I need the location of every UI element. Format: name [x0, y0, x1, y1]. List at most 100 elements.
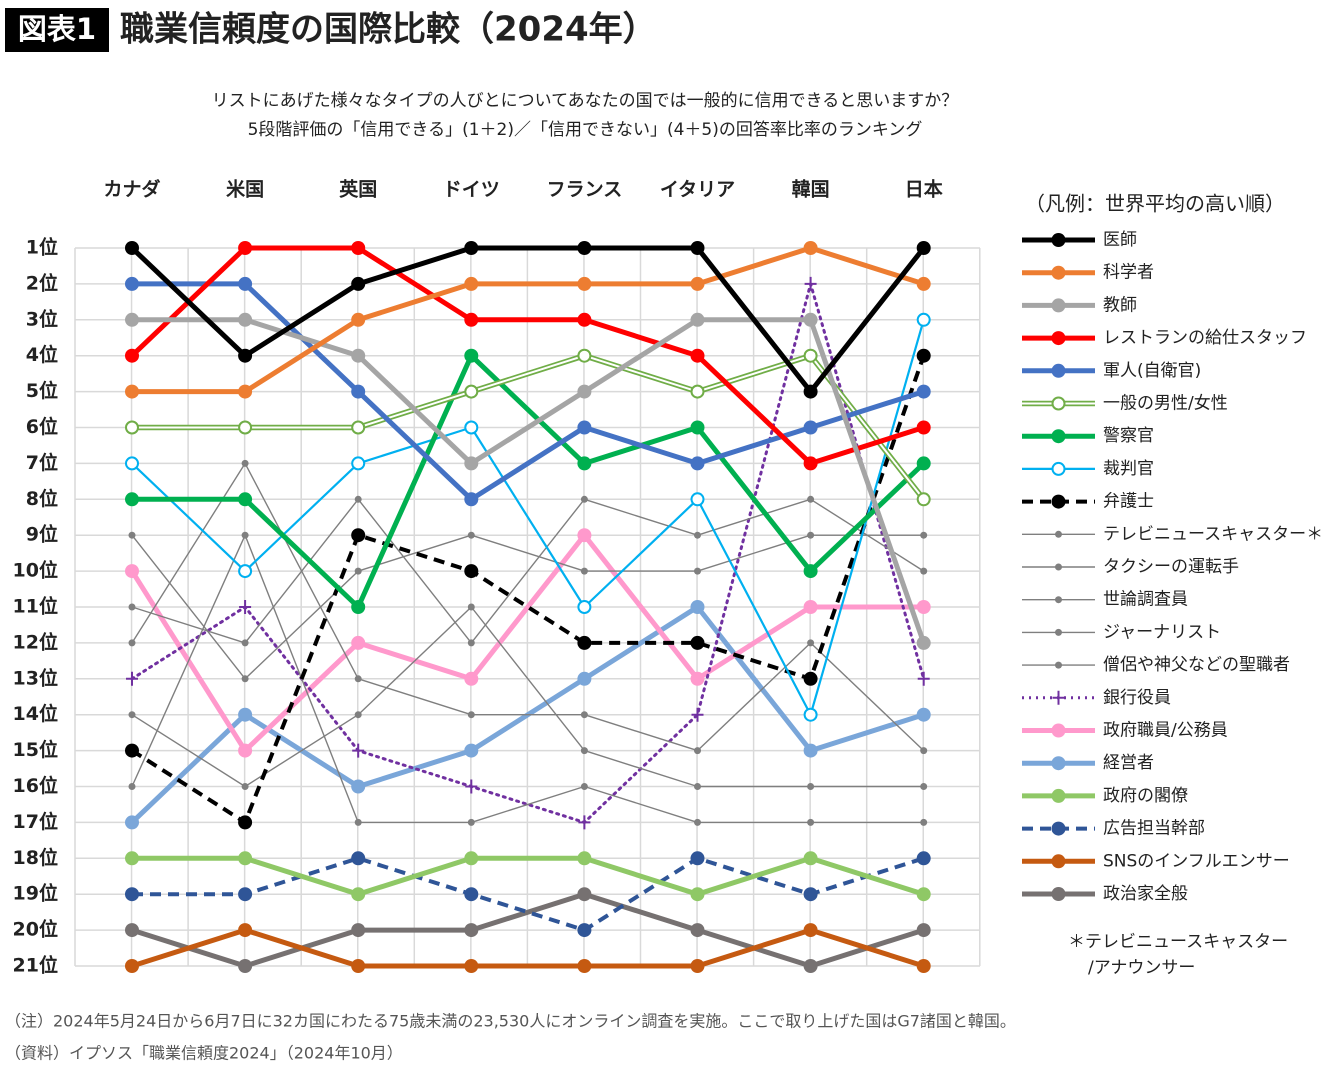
marker [351, 456, 366, 471]
legend-item: 僧侶や神父などの聖職者 [1022, 655, 1290, 675]
marker [125, 241, 139, 255]
marker [578, 815, 591, 830]
marker [125, 456, 139, 471]
marker [351, 348, 366, 363]
marker [464, 456, 479, 471]
marker [690, 241, 705, 255]
series-line [131, 927, 925, 969]
legend-note: /アナウンサー [1088, 958, 1195, 978]
legend-item: 政治家全般 [1022, 884, 1188, 904]
marker [125, 348, 139, 363]
x-tick-label: 米国 [226, 178, 264, 201]
marker [690, 600, 705, 614]
marker [125, 564, 139, 579]
y-tick-label: 2位 [26, 271, 58, 294]
legend-marker [1055, 563, 1062, 571]
marker [238, 887, 253, 902]
marker [920, 783, 928, 790]
legend-label: タクシーの運転手 [1103, 557, 1239, 577]
marker [916, 959, 931, 973]
series-line [131, 891, 925, 969]
y-tick-label: 9位 [26, 523, 58, 546]
marker [464, 923, 479, 938]
series [128, 531, 928, 826]
marker [465, 779, 478, 794]
series [125, 312, 931, 722]
marker [238, 492, 253, 507]
marker-plus [691, 707, 704, 722]
marker [125, 420, 139, 435]
marker [577, 923, 592, 938]
series-line [130, 245, 926, 395]
legend-label: 僧侶や神父などの聖職者 [1103, 655, 1290, 675]
series [125, 348, 931, 614]
marker-plus [578, 815, 591, 830]
series [125, 528, 931, 758]
legend-marker [1051, 461, 1066, 476]
marker [803, 671, 818, 686]
series [125, 312, 931, 650]
marker [694, 818, 701, 826]
y-tick-label: 8位 [26, 487, 58, 510]
series-line [132, 855, 925, 897]
marker [351, 528, 366, 543]
series [125, 241, 931, 399]
marker [464, 312, 479, 327]
marker [916, 384, 931, 399]
legend-marker [1051, 723, 1066, 738]
marker [577, 276, 592, 291]
marker [238, 420, 253, 435]
y-tick-label: 21位 [13, 954, 58, 977]
marker [916, 456, 931, 471]
marker [464, 564, 479, 579]
legend-item: 経営者 [1022, 753, 1154, 773]
marker [238, 815, 253, 830]
marker [577, 635, 592, 650]
legend-item: 銀行役員 [1022, 688, 1171, 708]
y-tick-label: 15位 [13, 738, 58, 761]
marker [354, 711, 362, 719]
marker [916, 312, 931, 327]
series-line [130, 355, 926, 825]
marker [690, 671, 705, 686]
legend-label: ジャーナリスト [1103, 622, 1221, 642]
x-tick-label: 日本 [905, 178, 943, 201]
marker [351, 420, 366, 435]
legend-label: 世論調査員 [1103, 590, 1188, 610]
marker [467, 639, 475, 647]
marker [916, 348, 931, 363]
legend-marker [1051, 331, 1066, 346]
marker [354, 675, 362, 683]
marker [803, 707, 818, 722]
marker [354, 495, 362, 503]
legend-marker [1051, 363, 1066, 378]
legend-label: 経営者 [1103, 753, 1154, 773]
marker [125, 312, 139, 327]
legend-item: 世論調査員 [1022, 590, 1188, 610]
legend-item: 警察官 [1022, 426, 1154, 446]
marker [690, 456, 705, 471]
series [125, 851, 931, 902]
marker [916, 420, 931, 435]
series-line [131, 498, 925, 644]
marker [354, 818, 362, 826]
marker [126, 671, 138, 686]
y-tick-label: 17位 [13, 810, 58, 833]
legend-item: 一般の男性/女性 [1022, 394, 1228, 414]
marker [351, 887, 366, 902]
marker-plus [126, 671, 138, 686]
legend-label: 教師 [1103, 295, 1137, 315]
marker [128, 783, 136, 790]
marker [580, 495, 588, 503]
y-tick-label: 18位 [13, 846, 58, 869]
marker [351, 779, 366, 794]
marker [690, 492, 705, 507]
series [125, 348, 931, 830]
legend-label: テレビニュースキャスター＊ [1103, 524, 1323, 544]
marker [691, 707, 704, 722]
series-line [132, 353, 926, 610]
legend-label: 科学者 [1103, 263, 1154, 283]
series-line [132, 317, 927, 644]
marker [125, 887, 139, 902]
series-line [129, 532, 924, 754]
